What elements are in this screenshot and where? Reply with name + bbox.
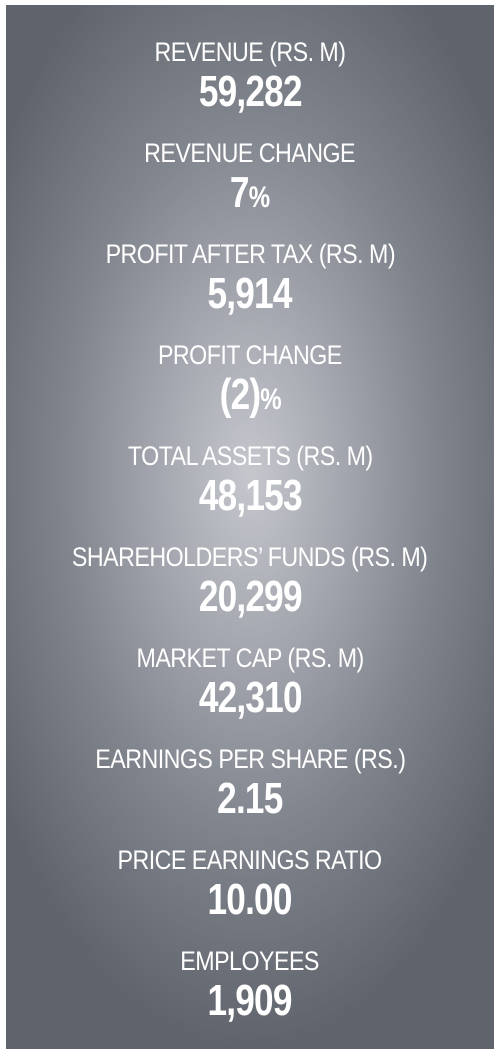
stat-value: 7% [230, 168, 270, 217]
stat-market-cap: MARKET CAP (RS. M) 42,310 [118, 643, 382, 744]
stat-value: 20,299 [198, 572, 303, 621]
stat-label: EARNINGS PER SHARE (RS.) [94, 744, 406, 774]
stat-price-earnings-ratio: PRICE EARNINGS RATIO 10.00 [96, 845, 403, 946]
stat-label: TOTAL ASSETS (RS. M) [127, 441, 373, 471]
stat-label: PROFIT CHANGE [158, 340, 342, 370]
stat-label: EMPLOYEES [180, 946, 320, 976]
stat-profit-after-tax: PROFIT AFTER TAX (RS. M) 5,914 [82, 239, 419, 340]
stat-value: 42,310 [198, 673, 303, 722]
stat-value: 59,282 [198, 67, 303, 116]
stat-label: REVENUE CHANGE [144, 138, 356, 168]
stat-revenue: REVENUE (RS. M) 59,282 [139, 37, 361, 138]
stat-value: 5,914 [207, 269, 293, 318]
stat-label: MARKET CAP (RS. M) [136, 643, 364, 673]
stat-shareholders-funds: SHAREHOLDERS’ FUNDS (RS. M) 20,299 [43, 542, 456, 643]
stat-total-assets: TOTAL ASSETS (RS. M) 48,153 [108, 441, 393, 542]
stat-employees: EMPLOYEES 1,909 [169, 946, 330, 1047]
stat-value: (2)% [219, 370, 281, 419]
stat-value: 2.15 [217, 774, 283, 823]
stat-profit-change: PROFIT CHANGE (2)% [143, 340, 357, 441]
stat-label: PRICE EARNINGS RATIO [117, 845, 383, 875]
stat-label: REVENUE (RS. M) [154, 37, 346, 67]
stat-revenue-change: REVENUE CHANGE 7% [127, 138, 372, 239]
stat-value: 48,153 [198, 471, 303, 520]
stat-label: SHAREHOLDERS’ FUNDS (RS. M) [72, 542, 428, 572]
stat-value: 1,909 [207, 976, 293, 1025]
stats-panel: REVENUE (RS. M) 59,282 REVENUE CHANGE 7%… [6, 5, 494, 1049]
stat-value: 10.00 [207, 875, 293, 924]
stat-earnings-per-share: EARNINGS PER SHARE (RS.) 2.15 [70, 744, 431, 845]
stat-label: PROFIT AFTER TAX (RS. M) [105, 239, 395, 269]
